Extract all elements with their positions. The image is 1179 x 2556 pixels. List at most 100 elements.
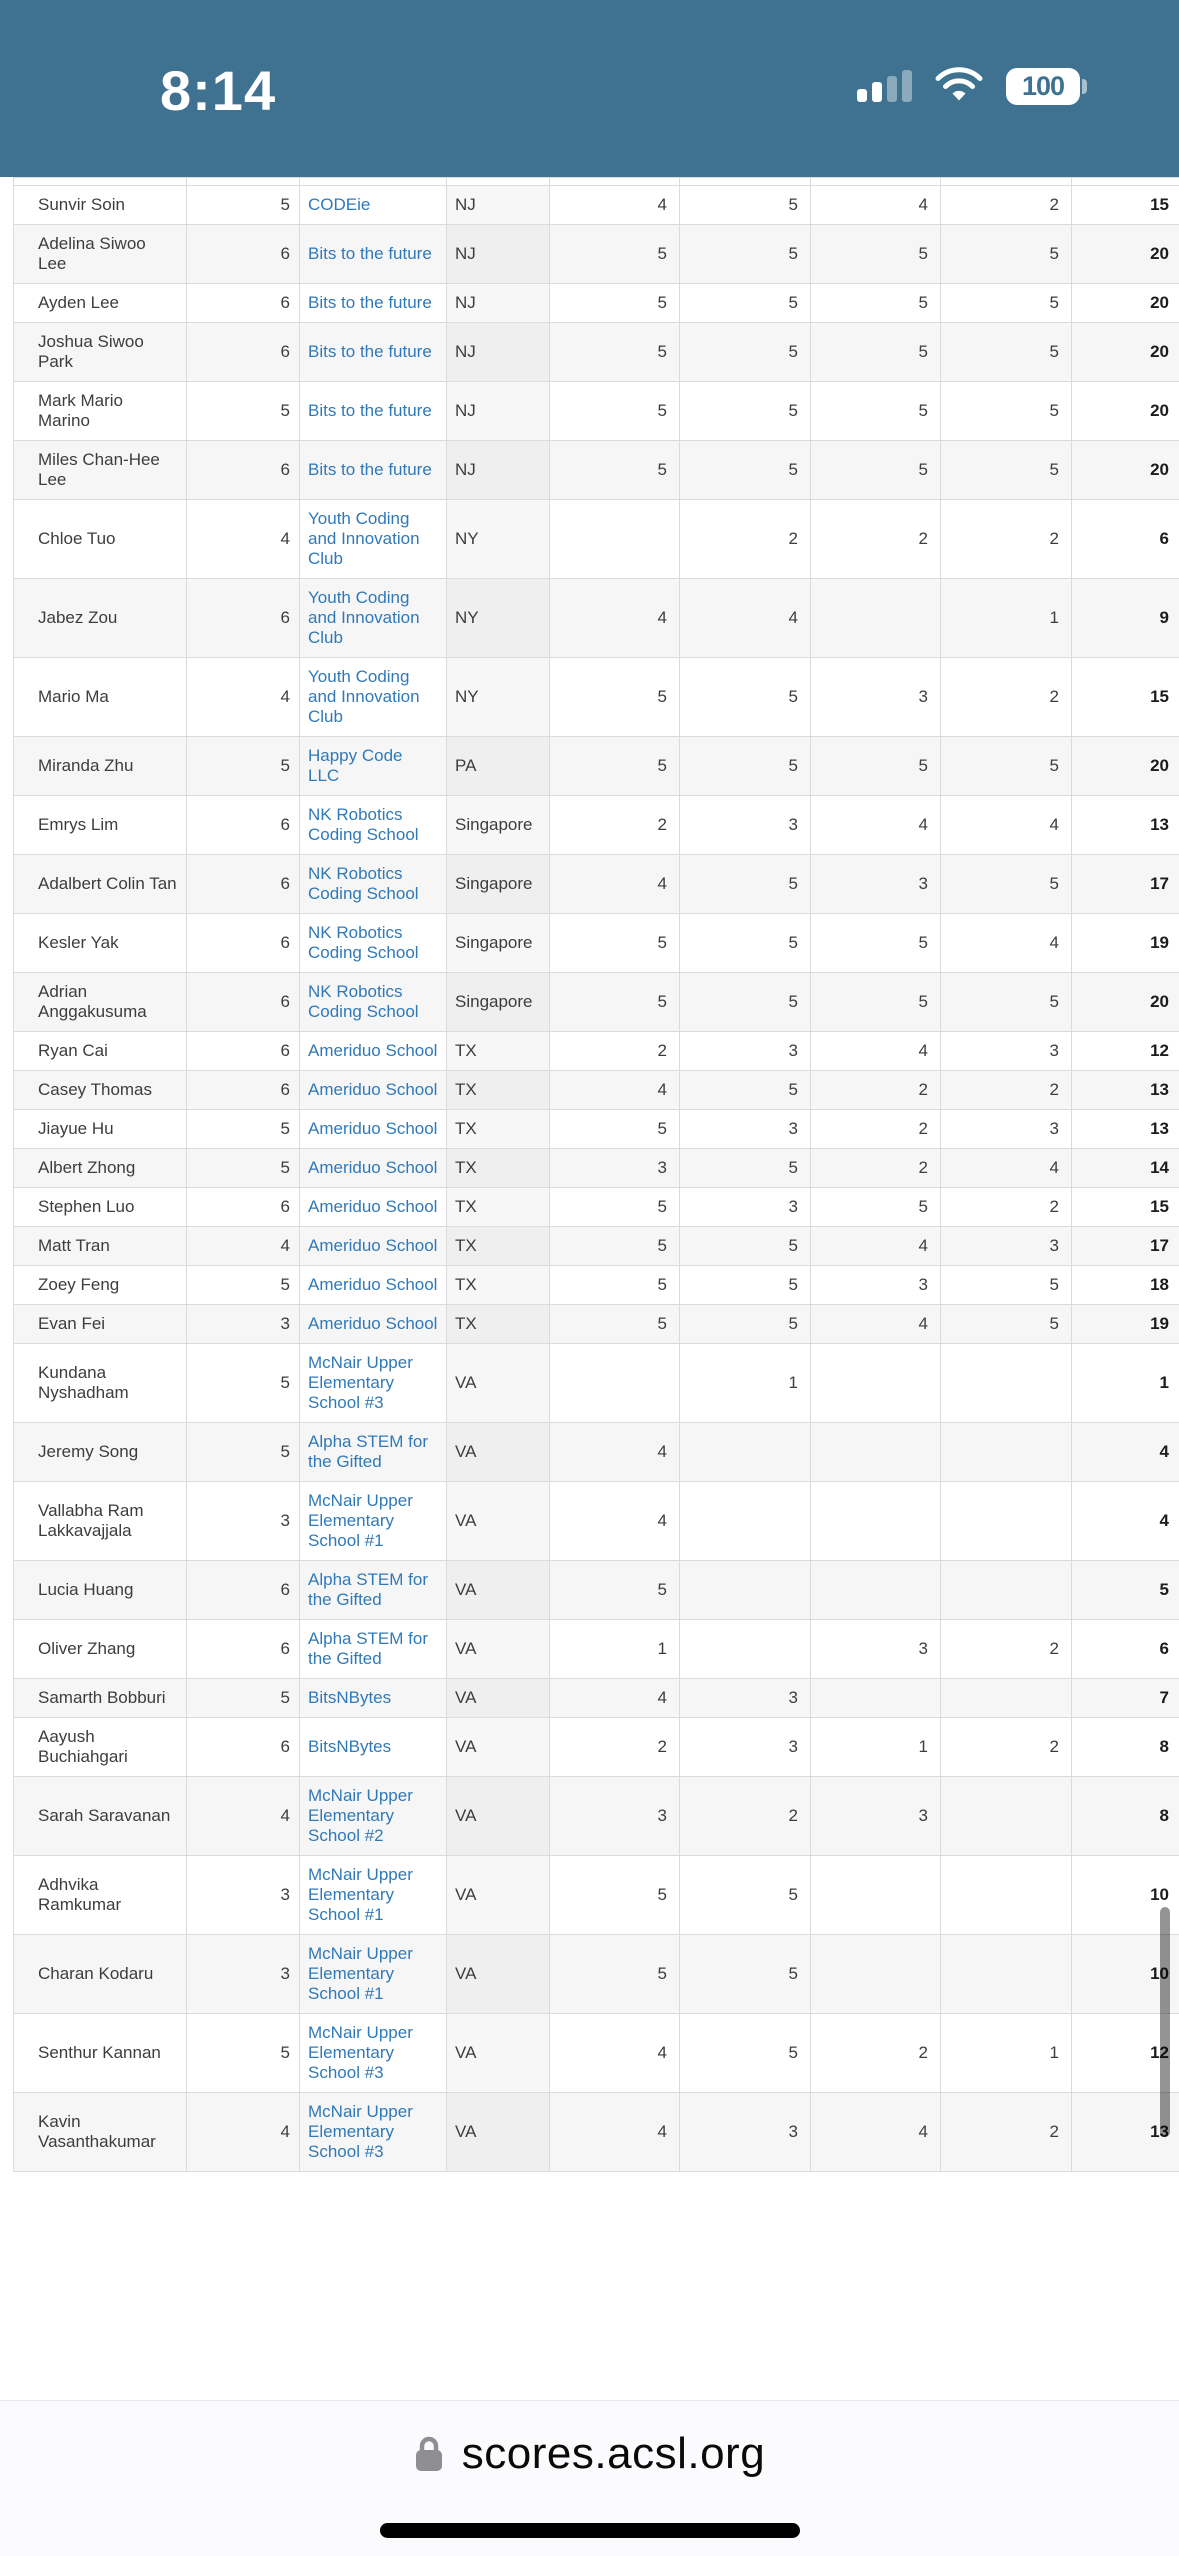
school-link[interactable]: Ameriduo School: [308, 1119, 438, 1138]
score-cell: 5: [549, 1226, 680, 1266]
school-link[interactable]: Bits to the future: [308, 293, 432, 312]
school-cell: BitsNBytes: [299, 1717, 447, 1777]
score-cell: 3: [940, 1226, 1072, 1266]
total-cell: 12: [1071, 1031, 1179, 1071]
school-link[interactable]: NK Robotics Coding School: [308, 982, 419, 1021]
home-indicator[interactable]: [379, 2523, 800, 2538]
score-cell: 3: [810, 657, 941, 737]
school-cell: Bits to the future: [299, 283, 447, 323]
score-cell: 5: [549, 1304, 680, 1344]
score-cell: [940, 1422, 1072, 1482]
total-cell: 20: [1071, 283, 1179, 323]
score-cell: 5: [940, 854, 1072, 914]
school-cell: NK Robotics Coding School: [299, 795, 447, 855]
school-link[interactable]: McNair Upper Elementary School #3: [308, 1353, 413, 1412]
battery-percent: 100: [1021, 70, 1065, 101]
score-cell: 2: [940, 1187, 1072, 1227]
player-name-cell: Emrys Lim: [13, 795, 187, 855]
table-row: Chloe Tuo 4 Youth Coding and Innovation Cl…: [13, 499, 1179, 579]
table-row: Jabez Zou 6 Youth Coding and Innovation Cl…: [13, 578, 1179, 658]
vertical-scrollbar-thumb[interactable]: [1160, 1907, 1170, 2137]
score-cell: [679, 1422, 811, 1482]
table-row: Zoey Feng 5 Ameriduo School TX 5 5 3 5 18: [13, 1265, 1179, 1305]
state-cell: TX: [446, 1304, 550, 1344]
grade-cell: 5: [186, 381, 300, 441]
score-cell: [810, 1560, 941, 1620]
school-link[interactable]: Youth Coding and Innovation Club: [308, 509, 420, 568]
school-link[interactable]: Alpha STEM for the Gifted: [308, 1432, 428, 1471]
school-link[interactable]: Ameriduo School: [308, 1080, 438, 1099]
school-link[interactable]: NK Robotics Coding School: [308, 923, 419, 962]
score-cell: 5: [549, 1109, 680, 1149]
school-link[interactable]: McNair Upper Elementary School #3: [308, 2102, 413, 2161]
school-link[interactable]: CODEie: [308, 195, 371, 214]
score-cell: 4: [549, 578, 680, 658]
school-link[interactable]: Ameriduo School: [308, 1158, 438, 1177]
school-link[interactable]: Bits to the future: [308, 401, 432, 420]
score-cell: [810, 578, 941, 658]
score-cell: 4: [940, 913, 1072, 973]
school-link[interactable]: McNair Upper Elementary School #1: [308, 1865, 413, 1924]
score-cell: 3: [679, 1678, 811, 1718]
school-link[interactable]: McNair Upper Elementary School #2: [308, 1786, 413, 1845]
state-cell: TX: [446, 1031, 550, 1071]
school-link[interactable]: Ameriduo School: [308, 1041, 438, 1060]
player-name-cell: Mario Ma: [13, 657, 187, 737]
school-link[interactable]: NK Robotics Coding School: [308, 805, 419, 844]
school-link[interactable]: Ameriduo School: [308, 1236, 438, 1255]
score-cell: 3: [679, 1187, 811, 1227]
total-cell: 10: [1071, 1855, 1179, 1935]
player-name-cell: Kavin Vasanthakumar: [13, 2092, 187, 2172]
player-name-cell: Joshua Siwoo Park: [13, 322, 187, 382]
school-link[interactable]: Alpha STEM for the Gifted: [308, 1570, 428, 1609]
score-cell: 5: [549, 972, 680, 1032]
school-link[interactable]: NK Robotics Coding School: [308, 864, 419, 903]
score-cell: [940, 1343, 1072, 1423]
school-link[interactable]: McNair Upper Elementary School #3: [308, 2023, 413, 2082]
score-cell: 3: [810, 1619, 941, 1679]
score-cell: 5: [679, 381, 811, 441]
score-cell: 5: [549, 1265, 680, 1305]
score-cell: [679, 1560, 811, 1620]
state-cell: VA: [446, 1717, 550, 1777]
score-cell: 5: [549, 1934, 680, 2014]
score-cell: 5: [810, 440, 941, 500]
school-link[interactable]: McNair Upper Elementary School #1: [308, 1944, 413, 2003]
player-name-cell: Ryan Cai: [13, 1031, 187, 1071]
school-link[interactable]: Bits to the future: [308, 342, 432, 361]
school-link[interactable]: McNair Upper Elementary School #1: [308, 1491, 413, 1550]
school-link[interactable]: Bits to the future: [308, 244, 432, 263]
score-cell: 5: [549, 1560, 680, 1620]
school-link[interactable]: Bits to the future: [308, 460, 432, 479]
school-link[interactable]: Ameriduo School: [308, 1275, 438, 1294]
school-link[interactable]: BitsNBytes: [308, 1688, 392, 1707]
grade-cell: 6: [186, 1070, 300, 1110]
total-cell: 18: [1071, 1265, 1179, 1305]
cellular-signal-icon: [857, 70, 912, 102]
state-cell: VA: [446, 1481, 550, 1561]
school-link[interactable]: Ameriduo School: [308, 1314, 438, 1333]
score-cell: 5: [940, 972, 1072, 1032]
school-cell: Ameriduo School: [299, 1304, 447, 1344]
grade-cell: 3: [186, 1934, 300, 2014]
score-cell: 3: [810, 854, 941, 914]
total-cell: 13: [1071, 1109, 1179, 1149]
score-cell: 4: [549, 1070, 680, 1110]
school-cell: NK Robotics Coding School: [299, 972, 447, 1032]
state-cell: NJ: [446, 322, 550, 382]
score-cell: 5: [679, 322, 811, 382]
school-link[interactable]: Youth Coding and Innovation Club: [308, 588, 420, 647]
school-link[interactable]: Happy Code LLC: [308, 746, 403, 785]
school-link[interactable]: Alpha STEM for the Gifted: [308, 1629, 428, 1668]
player-name-cell: Adrian Anggakusuma: [13, 972, 187, 1032]
score-cell: 2: [810, 499, 941, 579]
state-cell: NJ: [446, 440, 550, 500]
school-link[interactable]: Youth Coding and Innovation Club: [308, 667, 420, 726]
table-row: Miranda Zhu 5 Happy Code LLC PA 5 5 5 5 20: [13, 736, 1179, 796]
address-bar[interactable]: scores.acsl.org: [0, 2429, 1179, 2479]
player-name-cell: Samarth Bobburi: [13, 1678, 187, 1718]
grade-cell: 6: [186, 440, 300, 500]
school-link[interactable]: BitsNBytes: [308, 1737, 392, 1756]
school-link[interactable]: Ameriduo School: [308, 1197, 438, 1216]
